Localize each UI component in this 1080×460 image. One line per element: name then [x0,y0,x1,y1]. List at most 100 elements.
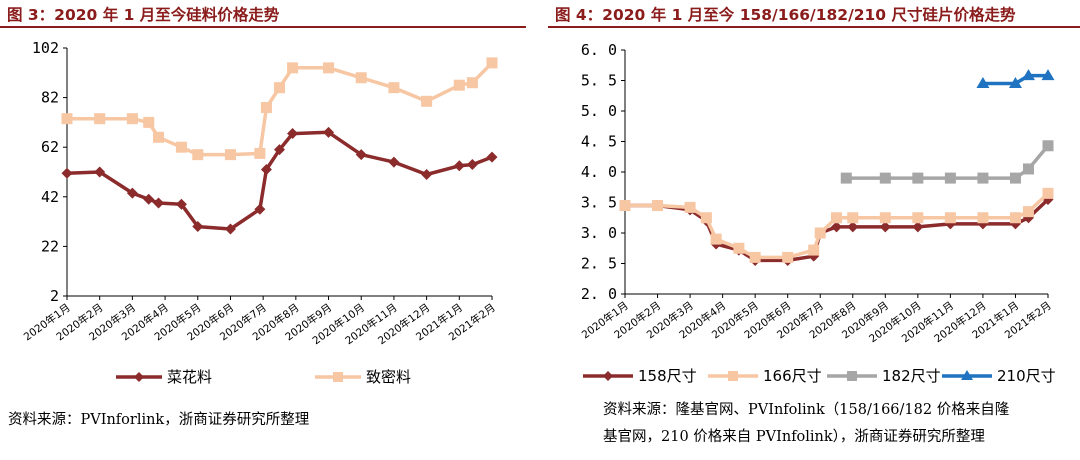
c3-y-tick-label: 42 [41,188,59,206]
c4-point-1 [619,200,631,212]
c4-point-1 [749,251,761,263]
silicon-price-chart: 1028262422222020年1月2020年2月2020年3月2020年4月… [21,39,498,386]
c4-point-1 [814,227,826,239]
chart-4-source-line-1: 资料来源：隆基官网、PVInfolink（158/166/182 价格来自隆 [603,402,1010,418]
c4-y-tick-label: 4. 5 [581,133,617,151]
c3-legend-label-0: 菜花料 [167,368,212,386]
c3-point-1 [388,82,400,94]
c4-point-1 [912,212,924,224]
c4-point-1 [710,233,722,245]
c4-y-tick-label: 5. 5 [581,72,617,90]
c3-point-0 [224,223,236,235]
c3-point-0 [486,151,498,163]
c4-legend-label-2: 182尺寸 [882,367,941,385]
c4-point-0 [912,221,924,233]
c3-point-0 [355,149,367,161]
c3-point-1 [143,116,155,128]
c3-point-0 [254,203,266,215]
c4-point-0 [831,221,842,233]
c4-point-1 [879,212,891,224]
c3-point-1 [260,102,272,114]
c4-point-2 [912,172,924,184]
c4-y-tick-label: 3. 5 [581,194,617,212]
c4-point-1 [977,212,989,224]
c4-legend-marker-3 [961,370,973,380]
c4-point-1 [1042,187,1054,199]
c4-point-1 [700,212,712,224]
c4-series-line-3 [982,73,1048,86]
wafer-price-chart: 6. 05. 55. 04. 54. 03. 53. 02. 52. 02020… [579,41,1056,385]
c3-y-tick-label: 2 [50,287,59,305]
c3-point-0 [274,144,285,156]
c4-point-2 [944,172,956,184]
c4-point-1 [944,212,956,224]
c4-point-2 [1042,140,1054,152]
c3-point-0 [94,166,106,178]
c4-legend-label-3: 210尺寸 [997,367,1056,385]
c4-legend-label-1: 166尺寸 [763,367,822,385]
c3-point-1 [192,149,204,161]
c3-legend-label-1: 致密料 [366,368,411,386]
c3-series-line-1 [67,61,494,157]
c4-y-tick-label: 2. 0 [581,285,617,303]
c4-point-3 [1008,77,1022,89]
c4-y-tick-label: 6. 0 [581,41,617,59]
c4-point-1 [808,244,820,256]
c3-point-0 [260,164,272,176]
c3-point-0 [287,128,299,140]
c3-point-1 [355,72,367,84]
c4-point-1 [831,212,842,224]
c3-legend-marker-1 [333,372,343,382]
c4-legend-marker-2 [847,371,857,381]
c4-y-tick-label: 4. 0 [581,163,617,181]
c3-point-0 [175,198,187,210]
c3-point-0 [192,221,204,233]
chart-3-source: 资料来源：PVInforlink，浙商证券研究所整理 [8,412,310,428]
c4-point-2 [977,172,989,184]
c4-point-3 [976,77,990,89]
c3-point-0 [421,168,433,180]
c4-point-1 [733,242,745,254]
c3-point-0 [61,167,73,179]
chart-4-title-rule [548,26,1080,28]
c3-point-1 [421,95,433,107]
c3-point-0 [323,126,335,138]
c3-point-1 [323,62,335,74]
c3-point-0 [153,197,165,209]
c4-point-1 [1009,212,1021,224]
chart-4-title: 图 4：2020 年 1 月至今 158/166/182/210 尺寸硅片价格走… [555,6,1016,24]
c3-point-1 [254,147,266,159]
c4-point-1 [1022,206,1034,218]
chart-3-title: 图 3：2020 年 1 月至今硅料价格走势 [7,6,280,24]
c4-point-2 [840,172,852,184]
c4-point-0 [847,221,859,233]
c3-y-tick-label: 22 [41,237,59,255]
c4-point-1 [684,201,696,213]
c4-legend-marker-0 [603,371,613,381]
c4-point-2 [1022,163,1034,175]
c3-point-0 [466,159,478,171]
c3-point-0 [453,160,465,172]
c4-y-tick-label: 2. 5 [581,255,617,273]
c4-point-3 [1041,69,1055,81]
c3-point-0 [126,187,138,199]
c4-point-1 [847,212,859,224]
c3-point-1 [126,113,138,125]
c3-point-0 [388,156,400,168]
c4-point-1 [652,200,664,212]
c3-point-1 [175,141,187,153]
c4-point-3 [1021,69,1035,81]
c4-point-2 [1009,172,1021,184]
c3-point-1 [61,113,73,125]
c3-point-1 [224,149,236,161]
c4-point-2 [879,172,891,184]
c3-point-1 [153,131,165,143]
c3-point-1 [287,62,299,74]
c3-legend-marker-0 [134,372,144,382]
c3-point-1 [453,79,465,91]
c3-y-tick-label: 82 [41,89,59,107]
c4-point-0 [879,221,891,233]
c3-point-1 [274,82,285,94]
c4-y-tick-label: 3. 0 [581,224,617,242]
